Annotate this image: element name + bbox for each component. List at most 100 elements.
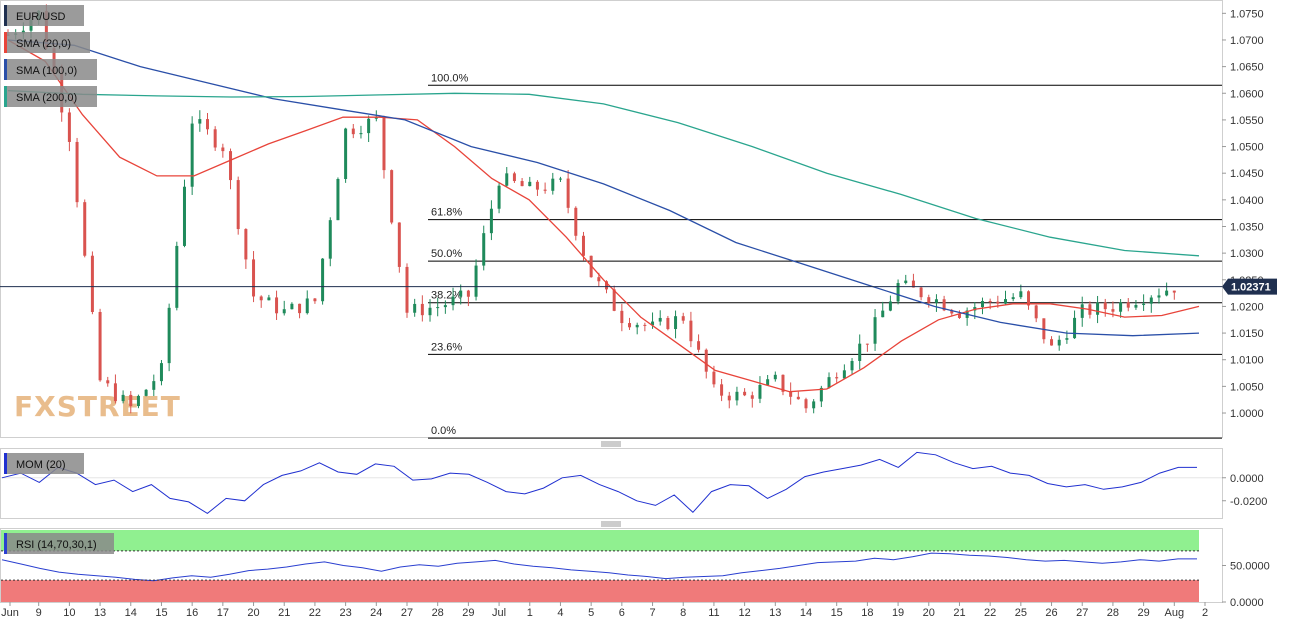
candle-body [689, 320, 693, 342]
momentum-tag[interactable]: MOM (20) [4, 453, 84, 474]
candle-body [842, 370, 846, 379]
x-tick-label: Jul [492, 607, 506, 619]
price-tick-label: 1.0200 [1230, 301, 1264, 313]
candle-body [1134, 304, 1138, 308]
candle-body [305, 298, 309, 314]
candle-body [520, 181, 524, 187]
candle-body [466, 290, 470, 297]
candle-body [1149, 297, 1153, 304]
candle-body [1111, 309, 1115, 312]
candle-body [566, 178, 570, 208]
candle-body [720, 384, 724, 396]
candlestick-series[interactable] [6, 4, 1176, 414]
candle-body [474, 265, 478, 297]
candle-body [574, 207, 578, 236]
candle-body [497, 185, 501, 209]
candle-body [44, 10, 48, 49]
candle-body [758, 384, 762, 399]
x-tick-label: Aug [1165, 607, 1185, 619]
candle-body [858, 343, 862, 361]
candle-body [167, 307, 171, 364]
candle-body [213, 129, 217, 148]
candle-body [543, 189, 547, 191]
candle-body [957, 313, 961, 318]
rsi-tick-label: 0.0000 [1230, 597, 1264, 609]
sma-line-2 [7, 89, 1200, 257]
x-tick-label: 29 [1137, 607, 1149, 619]
x-tick-label: 20 [923, 607, 935, 619]
candle-body [1027, 291, 1031, 306]
candle-body [1165, 290, 1169, 296]
candle-body [206, 119, 209, 130]
price-tick-label: 1.0050 [1230, 381, 1264, 393]
candle-body [152, 381, 156, 390]
candle-body [451, 296, 455, 306]
rsi-tick-label: 50.0000 [1230, 561, 1270, 573]
y-axis-labels: 1.0750 1.0700 1.0650 1.0600 1.0550 1.0500 1.04… [1, 8, 1270, 609]
x-tick-label: Jun [1, 607, 19, 619]
x-tick-label: 10 [63, 607, 75, 619]
candle-body [428, 307, 432, 316]
sma100-tag[interactable]: SMA (100,0) [4, 59, 97, 80]
symbol-tag[interactable]: EUR/USD [4, 5, 84, 26]
sma-line-1 [7, 39, 1200, 337]
x-tick-label: 22 [309, 607, 321, 619]
candle-body [628, 323, 632, 328]
candle-body [221, 147, 225, 152]
candle-body [1103, 302, 1107, 310]
candle-body [681, 316, 685, 321]
momentum-series[interactable] [1, 451, 1222, 515]
x-tick-label: 14 [800, 607, 812, 619]
candle-body [612, 289, 616, 311]
x-tick-label: 28 [432, 607, 444, 619]
price-tick-label: 1.0550 [1230, 115, 1264, 127]
candle-body [1172, 290, 1176, 293]
svg-text:RSI (14,70,30,1): RSI (14,70,30,1) [16, 539, 97, 551]
candle-body [359, 133, 363, 135]
candle-body [796, 396, 800, 400]
candle-body [781, 374, 785, 392]
candle-body [198, 119, 202, 124]
candle-body [919, 287, 923, 298]
sma200-tag[interactable]: SMA (200,0) [4, 86, 97, 107]
momentum-tick-label: -0.0200 [1230, 496, 1267, 508]
x-tick-label: 5 [588, 607, 594, 619]
x-tick-label: 21 [953, 607, 965, 619]
candle-body [136, 395, 140, 407]
price-tick-label: 1.0500 [1230, 142, 1264, 154]
rsi-tag[interactable]: RSI (14,70,30,1) [4, 533, 114, 554]
candle-body [996, 301, 1000, 304]
candle-body [229, 151, 233, 181]
candle-body [106, 380, 110, 384]
sma20-tag[interactable]: SMA (20,0) [4, 32, 90, 53]
fibonacci-retracement[interactable]: 100.0% 61.8% 50.0% 38.2% 23.6% 0.0% [428, 72, 1222, 439]
candle-body [712, 371, 716, 385]
candle-body [643, 324, 647, 326]
svg-text:EUR/USD: EUR/USD [16, 11, 66, 23]
candle-body [980, 301, 984, 308]
candle-body [390, 170, 394, 223]
rsi-overbought-band [1, 530, 1199, 551]
candle-body [1126, 302, 1130, 308]
candle-body [934, 299, 938, 303]
sma-overlays[interactable] [7, 39, 1200, 393]
candle-body [766, 379, 770, 385]
candle-body [267, 297, 271, 301]
candle-body [413, 303, 417, 313]
momentum-panel[interactable] [0, 448, 1223, 519]
price-tick-label: 1.0400 [1230, 195, 1264, 207]
candle-body [443, 305, 447, 308]
panel-resize-handle[interactable] [601, 521, 621, 527]
x-tick-label: 17 [217, 607, 229, 619]
rsi-series[interactable] [1, 552, 1197, 582]
x-tick-label: 19 [892, 607, 904, 619]
candle-body [819, 387, 823, 402]
candle-body [505, 173, 509, 186]
price-panel[interactable] [0, 0, 1223, 438]
panel-resize-handle[interactable] [601, 441, 621, 447]
x-tick-label: 25 [1015, 607, 1027, 619]
candle-body [344, 128, 348, 180]
x-tick-label: 18 [861, 607, 873, 619]
fib-level-label: 61.8% [431, 207, 462, 219]
